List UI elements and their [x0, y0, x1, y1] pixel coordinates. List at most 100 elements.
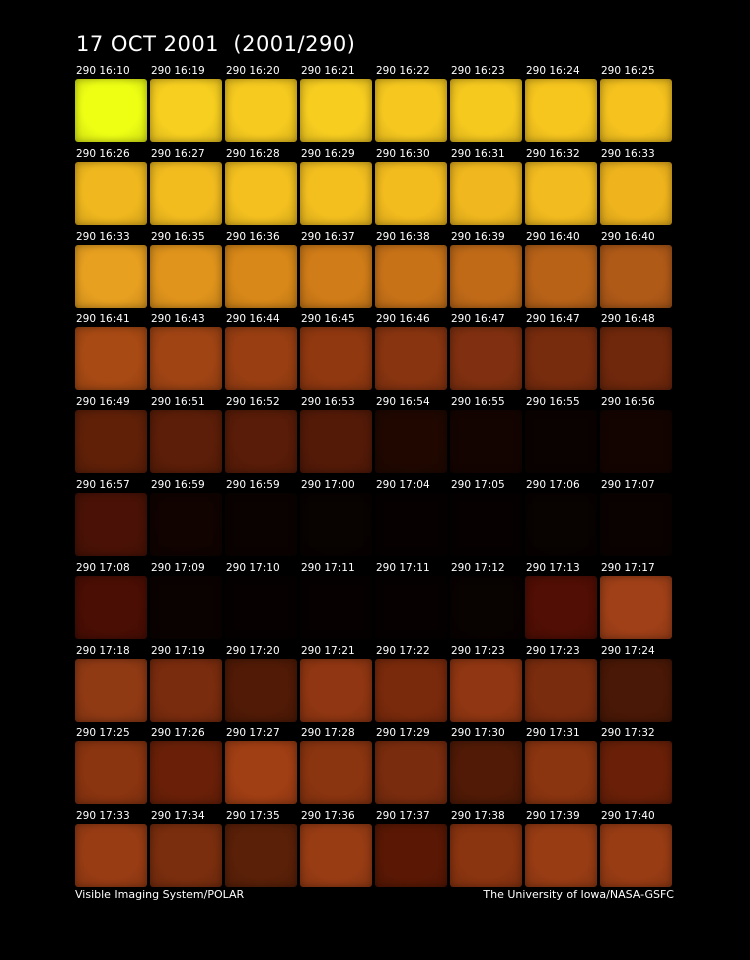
image-panel	[150, 410, 222, 474]
timestamp: 290 17:04	[376, 479, 430, 491]
image-panel	[225, 244, 297, 308]
image-panel	[75, 658, 147, 722]
image-panel	[600, 410, 672, 474]
timestamp: 290 17:18	[76, 644, 130, 657]
image-panel	[600, 161, 672, 225]
timestamp: 290 16:54	[376, 396, 430, 409]
timestamp: 290 16:52	[226, 396, 280, 409]
image-panel	[300, 824, 372, 888]
timestamp: 290 16:19	[151, 65, 205, 77]
timestamp: 290 16:47	[526, 313, 580, 326]
timestamp: 290 16:48	[601, 313, 655, 326]
timestamp: 290 16:41	[76, 313, 130, 326]
timestamp: 290 17:08	[76, 561, 130, 574]
image-panel	[150, 327, 222, 391]
image-panel	[225, 575, 297, 639]
timestamp: 290 17:09	[151, 561, 205, 574]
image-panel	[75, 575, 147, 639]
timestamp: 290 16:33	[76, 230, 130, 243]
image-panel	[600, 79, 672, 142]
timestamp: 290 17:28	[301, 727, 355, 740]
image-panel	[600, 824, 672, 888]
image-panel	[300, 79, 372, 142]
timestamp: 290 16:46	[376, 313, 430, 326]
timestamp: 290 17:19	[151, 644, 205, 657]
timestamp: 290 16:59	[226, 479, 280, 491]
timestamp: 290 17:22	[376, 644, 430, 657]
timestamp: 290 16:22	[376, 65, 430, 77]
image-panel	[600, 741, 672, 805]
image-panel	[75, 824, 147, 888]
timestamp: 290 17:33	[76, 810, 130, 823]
footer-left: Visible Imaging System/POLAR	[75, 888, 245, 901]
timestamp: 290 17:29	[376, 727, 430, 740]
timestamp: 290 16:45	[301, 313, 355, 326]
timestamp: 290 16:53	[301, 396, 355, 409]
timestamp: 290 16:30	[376, 147, 430, 160]
timestamp: 290 17:21	[301, 644, 355, 657]
timestamp: 290 16:55	[526, 396, 580, 409]
timestamp: 290 16:55	[451, 396, 505, 409]
timestamp: 290 16:23	[451, 65, 505, 77]
image-panel	[300, 741, 372, 805]
image-panel	[525, 79, 597, 142]
image-panel	[525, 741, 597, 805]
image-panel	[225, 410, 297, 474]
timestamp: 290 17:37	[376, 810, 430, 823]
image-panel	[150, 575, 222, 639]
image-panel	[375, 741, 447, 805]
timestamp: 290 17:06	[526, 479, 580, 491]
image-panel	[300, 575, 372, 639]
image-panel	[75, 161, 147, 225]
timestamp: 290 17:11	[301, 561, 355, 574]
timestamp: 290 17:36	[301, 810, 355, 823]
timestamp: 290 16:36	[226, 230, 280, 243]
timestamp: 290 17:40	[601, 810, 655, 823]
timestamp: 290 16:33	[601, 147, 655, 160]
image-panel	[600, 493, 672, 556]
image-panel	[225, 741, 297, 805]
timestamp: 290 16:28	[226, 147, 280, 160]
image-panel	[600, 658, 672, 722]
timestamp: 290 16:21	[301, 65, 355, 77]
image-panel	[450, 244, 522, 308]
timestamp: 290 16:38	[376, 230, 430, 243]
image-panel	[450, 824, 522, 888]
timestamp: 290 17:10	[226, 561, 280, 574]
image-panel	[300, 493, 372, 556]
image-panel	[150, 161, 222, 225]
timestamp: 290 17:17	[601, 561, 655, 574]
image-panel	[225, 824, 297, 888]
timestamp: 290 17:27	[226, 727, 280, 740]
image-panel	[150, 244, 222, 308]
image-panel	[225, 161, 297, 225]
timestamp: 290 16:35	[151, 230, 205, 243]
image-panel	[375, 824, 447, 888]
image-panel	[375, 493, 447, 556]
image-panel	[75, 410, 147, 474]
timestamp: 290 16:37	[301, 230, 355, 243]
image-panel	[300, 161, 372, 225]
timestamp: 290 16:29	[301, 147, 355, 160]
image-panel	[225, 79, 297, 142]
image-panel	[75, 244, 147, 308]
timestamp: 290 16:10	[76, 65, 130, 77]
image-panel	[450, 161, 522, 225]
timestamp: 290 17:34	[151, 810, 205, 823]
image-panel	[225, 658, 297, 722]
image-panel	[75, 79, 147, 142]
timestamp: 290 17:05	[451, 479, 505, 491]
image-panel	[300, 244, 372, 308]
footer-right: The University of Iowa/NASA-GSFC	[483, 888, 674, 901]
timestamp: 290 16:39	[451, 230, 505, 243]
timestamp: 290 16:47	[451, 313, 505, 326]
image-panel	[525, 410, 597, 474]
timestamp: 290 17:11	[376, 561, 430, 574]
image-panel	[75, 327, 147, 391]
timestamp: 290 16:32	[526, 147, 580, 160]
timestamp: 290 17:23	[451, 644, 505, 657]
image-panel	[375, 79, 447, 142]
image-panel	[300, 658, 372, 722]
timestamp: 290 16:20	[226, 65, 280, 77]
timestamp: 290 17:07	[601, 479, 655, 491]
